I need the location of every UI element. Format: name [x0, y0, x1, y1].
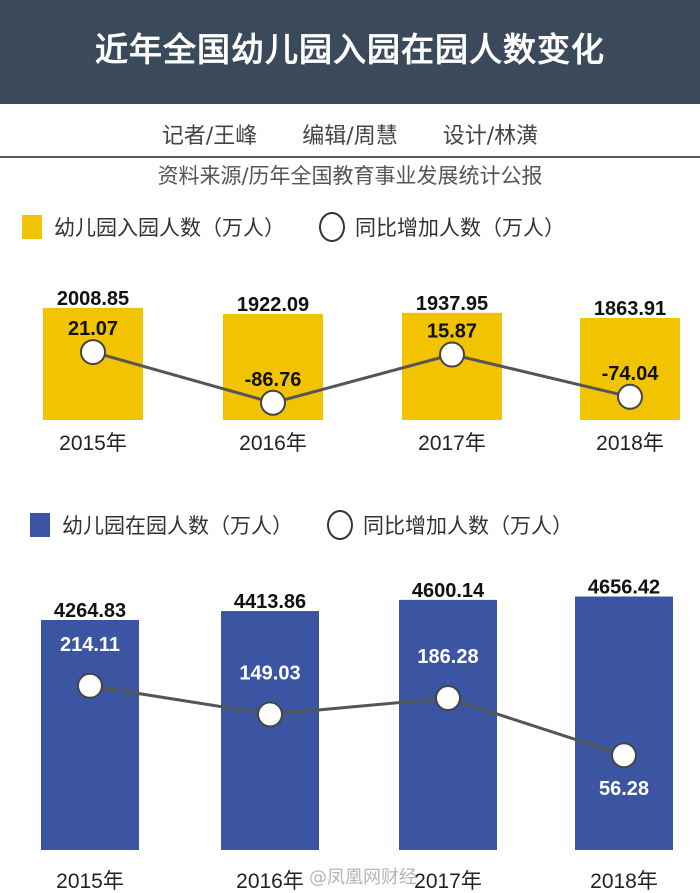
x-tick-label: 2015年 [59, 432, 127, 455]
growth-point [439, 341, 465, 368]
growth-point [617, 383, 643, 410]
x-tick-label: 2017年 [414, 870, 482, 893]
x-tick-label: 2018年 [590, 870, 658, 893]
growth-point [435, 685, 461, 712]
bar [41, 620, 139, 850]
credit-editor: 编辑/周慧 [302, 124, 398, 149]
bar [399, 599, 497, 850]
bar-value-label: 4264.83 [54, 600, 126, 622]
bar-value-label: 1863.91 [594, 298, 666, 320]
title-banner [0, 0, 700, 104]
growth-line [89, 684, 625, 757]
growth-point [260, 389, 286, 416]
page-title: 近年全国幼儿园入园在园人数变化 [95, 30, 605, 69]
growth-value-label: 21.07 [68, 318, 118, 340]
bar-value-label: 2008.85 [57, 288, 129, 310]
x-tick-label: 2016年 [236, 870, 304, 893]
growth-value-label: 15.87 [427, 321, 477, 343]
growth-value-label: -74.04 [602, 363, 660, 385]
legend-circle-icon [319, 212, 345, 242]
watermark: @凤凰网财经 [309, 867, 417, 888]
growth-point [77, 672, 103, 699]
growth-value-label: 214.11 [60, 634, 120, 656]
legend-swatch-yellow [22, 215, 42, 239]
x-tick-label: 2018年 [596, 432, 664, 455]
x-tick-label: 2015年 [56, 870, 124, 893]
growth-line [92, 350, 631, 405]
growth-value-label: 186.28 [417, 646, 478, 668]
legend-label-line: 同比增加人数（万人） [355, 216, 565, 240]
growth-point [80, 339, 106, 366]
bar-value-label: 4413.86 [234, 591, 306, 613]
credit-designer: 设计/林潢 [442, 124, 539, 149]
bar [575, 596, 673, 850]
bar [221, 611, 319, 850]
legend-label-bar: 幼儿园在园人数（万人） [62, 514, 293, 538]
growth-value-label: 149.03 [239, 662, 300, 684]
legend-chart-1: 幼儿园入园人数（万人） 同比增加人数（万人） [22, 212, 565, 242]
credits: 记者/王峰 编辑/周慧 设计/林潢 [0, 118, 700, 150]
x-tick-label: 2016年 [239, 432, 307, 455]
bar-value-label: 1922.09 [237, 294, 309, 316]
legend-chart-2: 幼儿园在园人数（万人） 同比增加人数（万人） [30, 510, 573, 540]
data-source: 资料来源/历年全国教育事业发展统计公报 [157, 164, 543, 188]
growth-point [257, 701, 283, 728]
x-tick-label: 2017年 [418, 432, 486, 455]
bar-value-label: 4656.42 [588, 577, 660, 599]
growth-point [611, 742, 637, 769]
bar-value-label: 4600.14 [412, 580, 485, 602]
legend-swatch-blue [30, 513, 50, 537]
credit-reporter: 记者/王峰 [161, 124, 258, 149]
growth-value-label: 56.28 [599, 778, 649, 800]
legend-circle-icon [327, 510, 353, 540]
divider [0, 156, 700, 158]
legend-label-line: 同比增加人数（万人） [363, 514, 573, 538]
bar-value-label: 1937.95 [416, 293, 488, 315]
legend-label-bar: 幼儿园入园人数（万人） [54, 216, 285, 240]
growth-value-label: -86.76 [245, 369, 302, 391]
